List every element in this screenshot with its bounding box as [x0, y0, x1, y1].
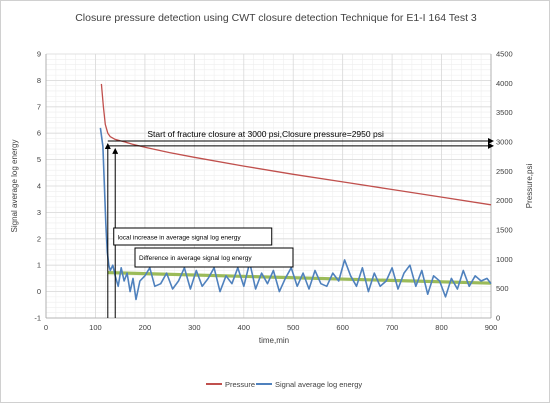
y-tick-label: 5 [37, 155, 41, 164]
x-tick-label: 900 [485, 323, 498, 332]
closure-annotation-text: Start of fracture closure at 3000 psi,Cl… [147, 129, 384, 139]
x-tick-label: 800 [435, 323, 448, 332]
y2-tick-label: 2000 [496, 196, 513, 205]
signal-energy-line [99, 127, 492, 301]
gridlines [45, 53, 492, 319]
x-tick-label: 500 [287, 323, 300, 332]
x-tick-label: 600 [336, 323, 349, 332]
chart-title: Closure pressure detection using CWT clo… [75, 12, 477, 24]
y-tick-label: 6 [37, 129, 41, 138]
legend: Pressure Signal average log energy [206, 380, 362, 389]
annotation-difference-text: Difference in average signal log energy [139, 255, 252, 262]
y2-tick-label: 0 [496, 314, 500, 323]
y2-tick-label: 3500 [496, 108, 513, 117]
annotation-local-increase-text: local increase in average signal log ene… [118, 235, 242, 242]
y2-tick-label: 500 [496, 284, 509, 293]
y-tick-label: 9 [37, 50, 41, 59]
x-axis-label: time,min [259, 336, 289, 345]
x-tick-label: 700 [386, 323, 399, 332]
annotation-box-difference [134, 247, 294, 268]
y-tick-label: 7 [37, 102, 41, 111]
y-tick-label: 2 [37, 234, 41, 243]
annotations: Start of fracture closure at 3000 psi,Cl… [104, 129, 494, 318]
axes: 0 100 200 300 400 500 600 700 800 900-10123456789… [34, 50, 512, 333]
y-tick-label: 1 [37, 261, 41, 270]
y-tick-label: -1 [34, 314, 41, 323]
y-tick-label: 8 [37, 76, 41, 85]
x-tick-label: 200 [139, 323, 152, 332]
x-tick-label: 400 [238, 323, 251, 332]
x-tick-label: 300 [188, 323, 201, 332]
y2-tick-label: 3000 [496, 138, 513, 147]
annotation-box-local-increase [113, 227, 273, 246]
y2-tick-label: 4500 [496, 50, 513, 59]
y-tick-label: 4 [37, 182, 41, 191]
y2-axis-label: Pressure,psi [525, 164, 534, 209]
x-tick-label: 0 [44, 323, 48, 332]
average-trend-line [107, 271, 492, 285]
y-axis-label: Signal average log energy [10, 140, 19, 233]
y2-tick-label: 4000 [496, 79, 513, 88]
y-tick-label: 0 [37, 287, 41, 296]
legend-label-signal: Signal average log energy [275, 380, 362, 389]
y-tick-label: 3 [37, 208, 41, 217]
y2-tick-label: 1500 [496, 226, 513, 235]
y2-tick-label: 2500 [496, 167, 513, 176]
y2-tick-label: 1000 [496, 255, 513, 264]
legend-label-pressure: Pressure [225, 380, 255, 389]
x-tick-label: 100 [89, 323, 102, 332]
